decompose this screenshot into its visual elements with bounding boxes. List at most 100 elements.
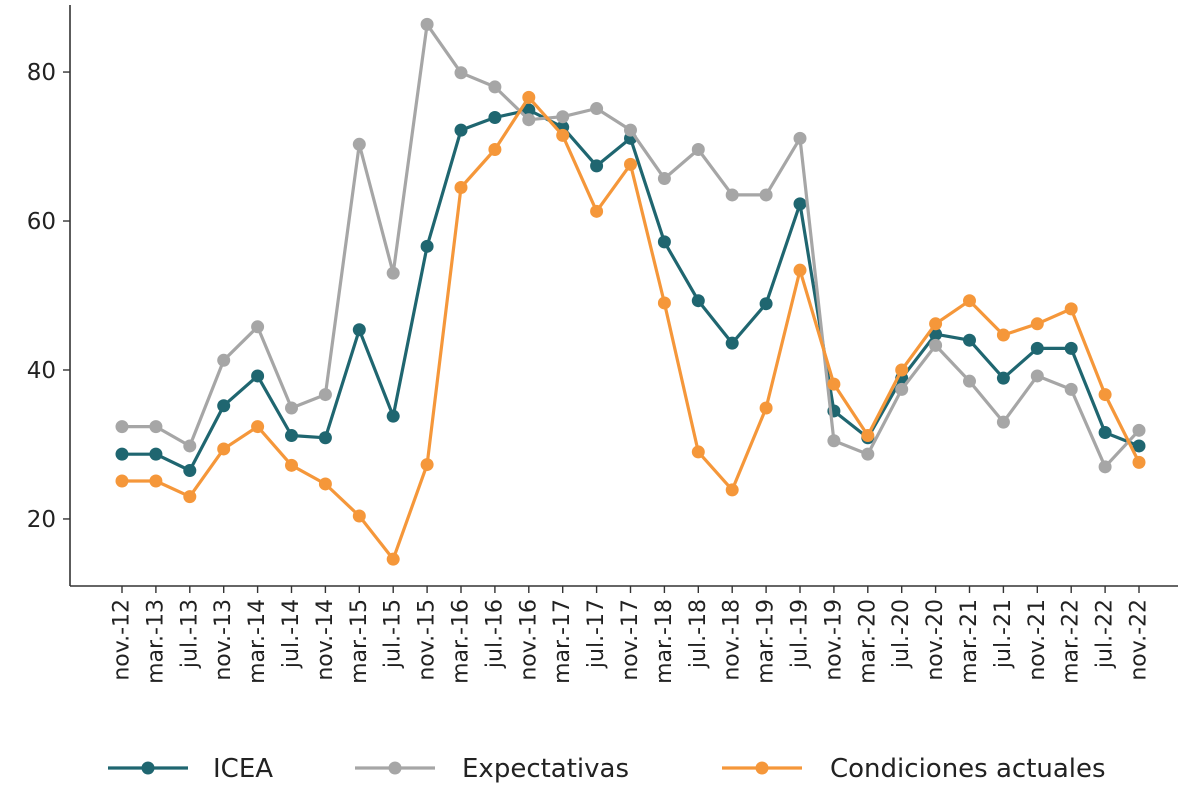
legend-label: Condiciones actuales xyxy=(830,754,1106,784)
data-point xyxy=(1098,426,1112,440)
series-condiciones-actuales xyxy=(115,90,1146,566)
data-point xyxy=(725,483,739,497)
x-tick-label: jul.-16 xyxy=(482,599,507,669)
data-point xyxy=(522,113,536,127)
x-tick-label: jul.-13 xyxy=(177,599,202,669)
legend-entry: ICEA xyxy=(108,754,273,784)
data-point xyxy=(183,464,197,478)
data-point xyxy=(996,328,1010,342)
legend-marker xyxy=(388,761,402,775)
data-point xyxy=(318,431,332,445)
data-point xyxy=(759,401,773,415)
x-tick-label: nov.-21 xyxy=(1025,599,1050,681)
x-tick-label: jul.-14 xyxy=(279,599,304,669)
data-point xyxy=(183,490,197,504)
data-point xyxy=(691,445,705,459)
data-point xyxy=(1098,388,1112,402)
legend-entry: Condiciones actuales xyxy=(722,754,1106,784)
data-point xyxy=(183,439,197,453)
data-point xyxy=(522,90,536,104)
data-point xyxy=(657,296,671,310)
x-tick-label: nov.-13 xyxy=(211,599,236,681)
data-point xyxy=(1098,460,1112,474)
legend-label: Expectativas xyxy=(462,754,629,784)
series-icea xyxy=(115,103,1146,478)
data-point xyxy=(895,382,909,396)
data-point xyxy=(251,320,265,334)
data-point xyxy=(657,172,671,186)
data-point xyxy=(149,447,163,461)
data-point xyxy=(386,552,400,566)
data-point xyxy=(1132,423,1146,437)
x-tick-label: nov.-22 xyxy=(1127,599,1152,681)
data-point xyxy=(691,143,705,157)
data-point xyxy=(793,197,807,211)
x-tick-label: mar.-20 xyxy=(855,599,880,684)
data-point xyxy=(996,371,1010,385)
x-tick-label: mar.-15 xyxy=(347,599,372,684)
y-tick-label: 20 xyxy=(27,507,56,533)
data-point xyxy=(285,458,298,472)
data-point xyxy=(386,409,400,423)
series-line xyxy=(122,22,1141,469)
x-tick-label: mar.-16 xyxy=(449,599,474,684)
data-point xyxy=(420,458,434,472)
data-point xyxy=(759,188,773,202)
data-point xyxy=(624,123,637,137)
data-point xyxy=(929,338,943,352)
data-point xyxy=(217,399,231,413)
data-point xyxy=(725,336,739,350)
data-point xyxy=(251,369,265,383)
data-point xyxy=(352,137,366,151)
data-point xyxy=(929,317,943,331)
legend: ICEA Expectativas Condiciones actuales xyxy=(108,754,1106,784)
data-point xyxy=(590,204,604,218)
x-tick-label: mar.-13 xyxy=(143,599,168,684)
x-tick-label: nov.-18 xyxy=(720,599,745,681)
x-tick-label: jul.-19 xyxy=(788,599,813,669)
data-point xyxy=(895,363,909,377)
data-point xyxy=(929,327,943,341)
data-point xyxy=(217,442,231,456)
data-point xyxy=(963,374,976,388)
data-point xyxy=(251,420,265,434)
data-point xyxy=(285,401,298,415)
data-point xyxy=(454,66,468,80)
data-point xyxy=(1132,455,1146,469)
data-point xyxy=(1030,369,1044,383)
data-point xyxy=(963,294,976,308)
data-point xyxy=(556,110,570,124)
data-point xyxy=(488,143,502,157)
y-tick-label: 80 xyxy=(27,60,56,86)
data-point xyxy=(963,333,976,347)
data-point xyxy=(420,17,434,31)
data-point xyxy=(1132,439,1146,453)
data-point xyxy=(827,434,841,448)
data-point xyxy=(318,477,332,491)
x-tick-label: jul.-15 xyxy=(381,599,406,669)
legend-entry: Expectativas xyxy=(355,754,629,784)
data-point xyxy=(217,353,231,367)
y-tick-label: 40 xyxy=(27,358,56,384)
data-point xyxy=(996,415,1010,429)
data-point xyxy=(1064,341,1078,355)
data-point xyxy=(522,103,536,117)
data-point xyxy=(454,123,468,137)
x-tick-label: nov.-12 xyxy=(110,599,135,681)
data-point xyxy=(861,429,875,443)
data-point xyxy=(149,420,163,434)
data-point xyxy=(454,180,468,194)
data-point xyxy=(691,294,705,308)
data-point xyxy=(420,239,434,253)
x-tick-label: jul.-20 xyxy=(889,599,914,669)
data-point xyxy=(115,474,129,488)
x-tick-label: nov.-20 xyxy=(923,599,948,681)
data-point xyxy=(149,474,163,488)
x-tick-label: nov.-14 xyxy=(313,599,338,681)
x-tick-label: mar.-19 xyxy=(754,599,779,684)
data-point xyxy=(624,157,637,171)
x-tick-label: mar.-21 xyxy=(957,599,982,684)
x-tick-label: nov.-15 xyxy=(415,599,440,681)
data-point xyxy=(115,420,129,434)
data-point xyxy=(488,110,502,124)
